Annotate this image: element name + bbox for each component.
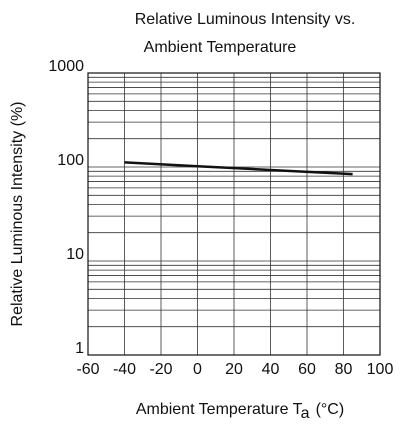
x-label-subscript: a xyxy=(301,405,310,422)
plot-frame xyxy=(87,72,381,356)
x-tick-label: 40 xyxy=(262,361,280,378)
x-label-text: Ambient Temperature T xyxy=(136,401,303,418)
x-tick-label: -40 xyxy=(113,361,136,378)
x-tick-label: -60 xyxy=(76,361,99,378)
x-tick-label: 80 xyxy=(335,361,353,378)
y-tick-label: 1000 xyxy=(48,58,84,75)
x-axis-label: Ambient Temperature Ta (°C) xyxy=(136,401,344,422)
y-tick-label: 10 xyxy=(66,246,84,263)
x-tick-label: 60 xyxy=(298,361,316,378)
chart-title: Relative Luminous Intensity vs. xyxy=(135,11,356,28)
y-tick-label: 100 xyxy=(57,152,84,169)
chart-title: Ambient Temperature xyxy=(144,39,297,56)
data-line xyxy=(124,161,353,176)
x-tick-label: 100 xyxy=(367,361,394,378)
y-axis-label: Relative Luminous Intensity (%) xyxy=(9,102,26,327)
x-tick-label: -20 xyxy=(149,361,172,378)
x-tick-label: 20 xyxy=(225,361,243,378)
x-label-unit: (°C) xyxy=(316,401,345,418)
x-tick-label: 0 xyxy=(193,361,202,378)
y-tick-label: 1 xyxy=(75,340,84,357)
